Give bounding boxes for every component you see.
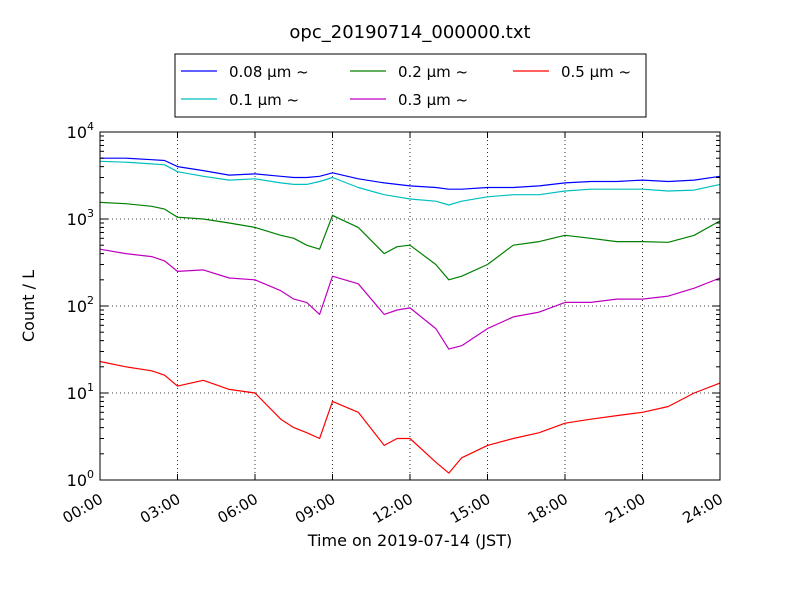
legend: 0.08 μm ~ 0.1 μm ~ 0.2 μm ~ 0.3 μm ~ 0.5 μm … [174, 53, 647, 118]
y-tick-base: 10 [67, 384, 87, 403]
x-axis-label: Time on 2019-07-14 (JST) [307, 531, 512, 550]
series-line-2 [99, 201, 721, 281]
legend-frame [174, 53, 647, 118]
y-tick-base: 10 [67, 123, 87, 142]
series-line-3 [99, 248, 721, 350]
y-tick-exponent: 3 [87, 207, 94, 220]
y-tick-exponent: 4 [87, 120, 94, 133]
y-tick-base: 10 [67, 210, 87, 229]
y-tick-label: 101 [67, 381, 94, 403]
y-tick-label: 102 [67, 294, 94, 316]
series-line-4 [99, 360, 721, 474]
series-line-0 [100, 157, 721, 190]
chart-title: opc_20190714_000000.txt [289, 22, 530, 43]
y-tick-base: 10 [67, 471, 87, 490]
series-line-1 [99, 160, 721, 206]
y-tick-label: 100 [67, 468, 94, 490]
legend-label-1: 0.1 μm ~ [229, 91, 299, 109]
y-tick-base: 10 [67, 297, 87, 316]
legend-label-3: 0.3 μm ~ [398, 91, 468, 109]
y-tick-exponent: 0 [87, 468, 94, 481]
y-tick-label: 103 [67, 207, 94, 229]
y-tick-exponent: 1 [87, 381, 94, 394]
y-tick-exponent: 2 [87, 294, 94, 307]
legend-label-4: 0.5 μm ~ [561, 63, 631, 81]
legend-label-2: 0.2 μm ~ [398, 63, 468, 81]
legend-label-0: 0.08 μm ~ [229, 63, 309, 81]
plot-area-frame [99, 131, 721, 481]
y-axis-label: Count / L [19, 270, 38, 342]
y-tick-label: 104 [67, 120, 94, 142]
grid-lines [100, 132, 720, 480]
series-lines [99, 157, 721, 474]
